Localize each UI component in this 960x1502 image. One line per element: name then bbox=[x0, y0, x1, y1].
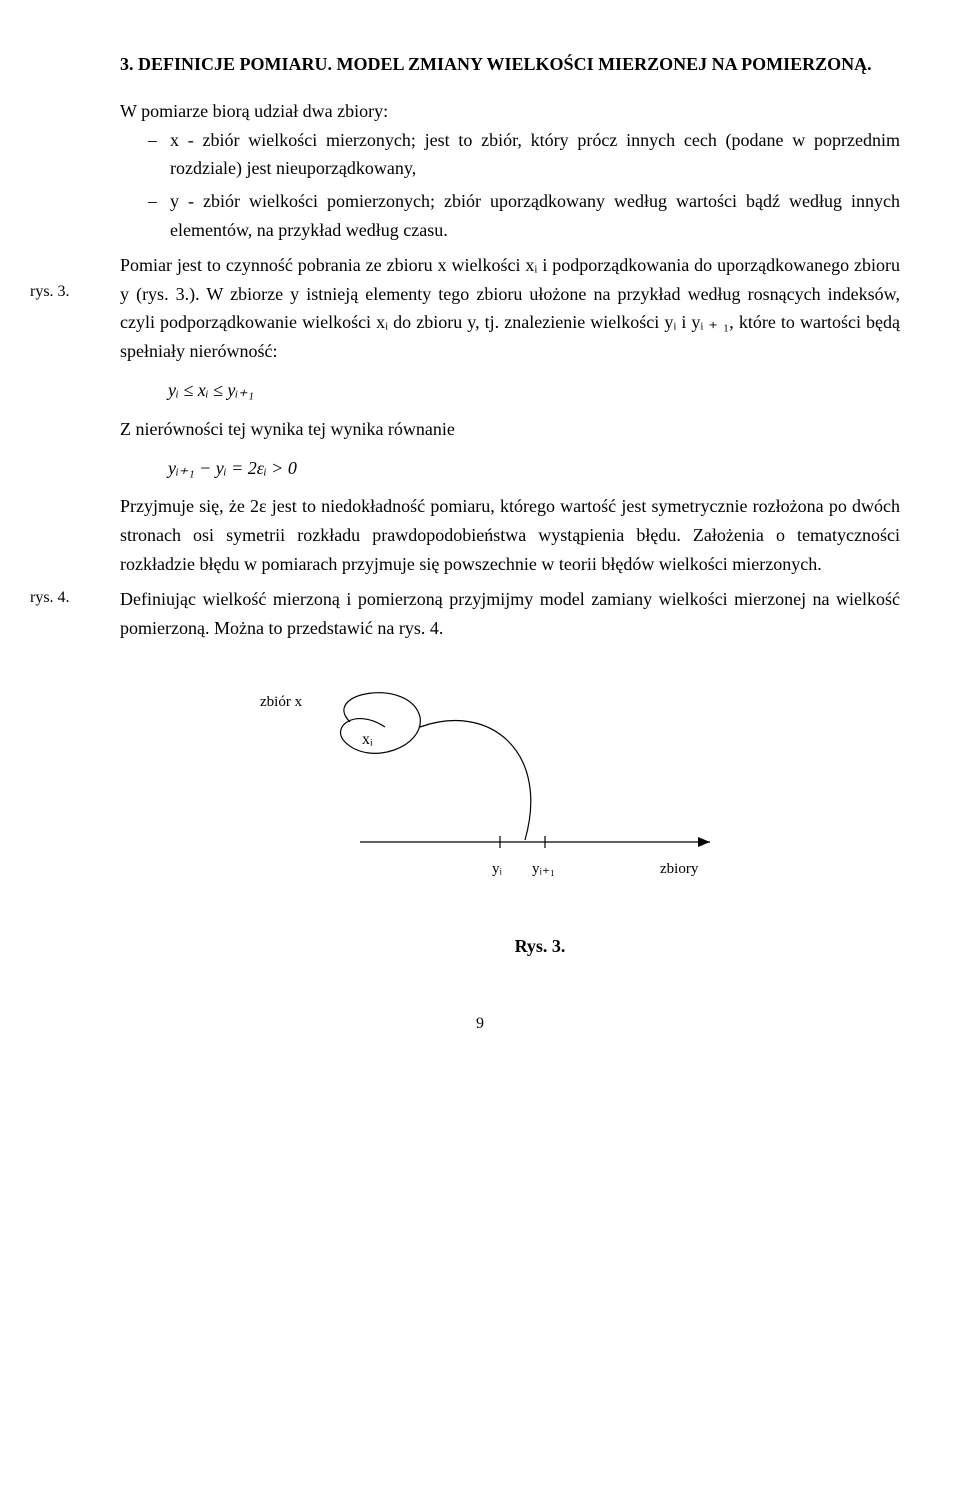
list-dash: – bbox=[148, 187, 170, 245]
list-dash: – bbox=[148, 126, 170, 184]
margin-rys4: rys. 4. bbox=[30, 585, 90, 611]
title-small2: ODEL ZMIANY WIELKOŚCI MIERZONEJ NA POMIE… bbox=[354, 54, 872, 74]
title-bold2: M bbox=[337, 54, 354, 74]
bullet-2: y - zbiór wielkości pomierzonych; zbiór … bbox=[170, 187, 900, 245]
label-xi: xᵢ bbox=[362, 727, 373, 753]
title-prefix: 3. D bbox=[120, 54, 151, 74]
title-small1: EFINICJE POMIARU. bbox=[151, 54, 337, 74]
paragraph-1: Pomiar jest to czynność pobrania ze zbio… bbox=[120, 251, 900, 366]
bullet-list: – x - zbiór wielkości mierzonych; jest t… bbox=[120, 126, 900, 245]
paragraph-2: Z nierówności tej wynika tej wynika równ… bbox=[120, 415, 900, 444]
page-number: 9 bbox=[60, 1011, 900, 1037]
mapping-arc bbox=[420, 721, 531, 840]
intro-text: W pomiarze biorą udział dwa zbiory: bbox=[120, 97, 900, 126]
label-zbiory: zbiory bbox=[660, 857, 698, 881]
formula-1: yᵢ ≤ xᵢ ≤ yᵢ₊₁ bbox=[168, 376, 900, 405]
label-yi: yᵢ bbox=[492, 857, 502, 881]
label-yi1: yᵢ₊₁ bbox=[532, 857, 555, 881]
margin-rys3: rys. 3. bbox=[30, 279, 90, 305]
formula-2: yᵢ₊₁ − yᵢ = 2εᵢ > 0 bbox=[168, 454, 900, 483]
list-item: – y - zbiór wielkości pomierzonych; zbió… bbox=[148, 187, 900, 245]
label-zbior-x: zbiór x bbox=[260, 690, 302, 714]
figure-caption: Rys. 3. bbox=[180, 932, 900, 961]
paragraph-3: Przyjmuje się, że 2ε jest to niedokładno… bbox=[120, 492, 900, 578]
axis-arrowhead bbox=[698, 837, 710, 847]
diagram: zbiór x xᵢ yᵢ yᵢ₊₁ zbiory bbox=[240, 672, 900, 922]
scribble-loop bbox=[341, 693, 421, 754]
bullet-1: x - zbiór wielkości mierzonych; jest to … bbox=[170, 126, 900, 184]
section-title: 3. DEFINICJE POMIARU. MODEL ZMIANY WIELK… bbox=[120, 50, 900, 79]
list-item: – x - zbiór wielkości mierzonych; jest t… bbox=[148, 126, 900, 184]
paragraph-4: Definiując wielkość mierzoną i pomierzon… bbox=[120, 585, 900, 643]
